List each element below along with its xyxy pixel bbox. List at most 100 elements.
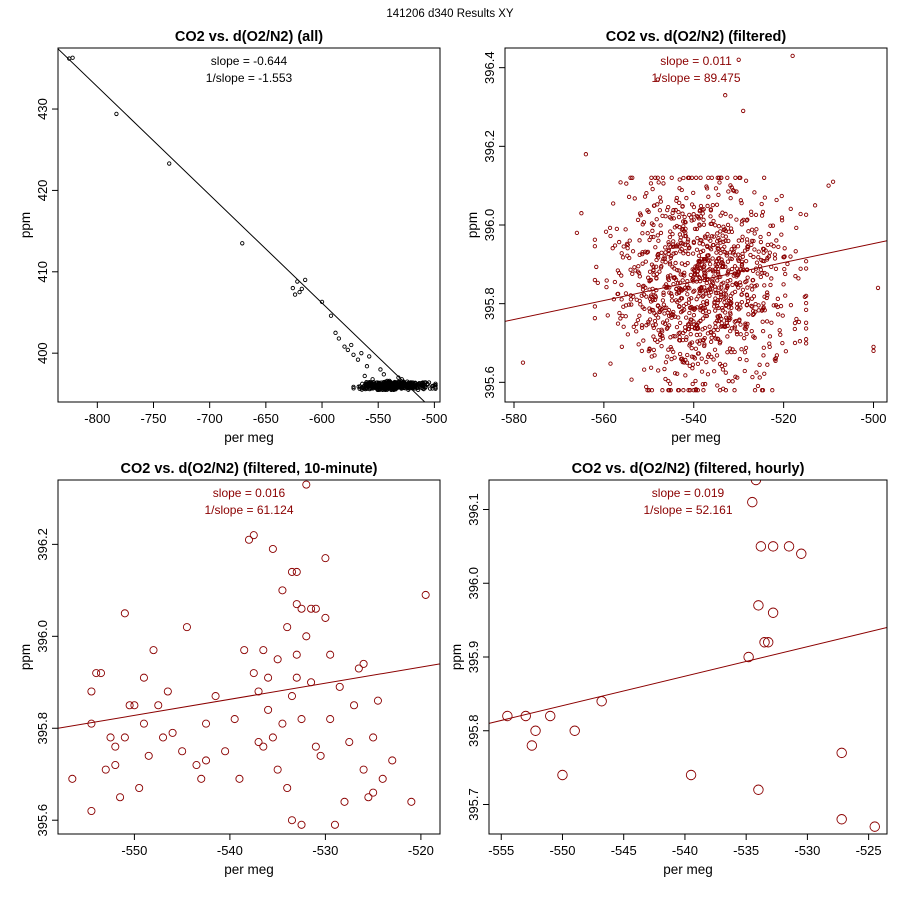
data-point (771, 303, 776, 308)
data-point (729, 349, 734, 355)
data-point (116, 793, 125, 802)
data-point (713, 324, 718, 330)
data-point (689, 218, 694, 223)
y-tick-label: 395.8 (482, 287, 497, 320)
data-point (668, 291, 674, 296)
data-point (690, 251, 696, 256)
data-point (647, 269, 653, 274)
data-point (688, 341, 693, 346)
x-tick-label: -540 (217, 843, 243, 858)
data-point (703, 291, 709, 296)
data-point (797, 339, 803, 344)
data-point (302, 480, 311, 489)
data-point (728, 256, 733, 261)
data-point (666, 388, 671, 393)
data-point (696, 294, 701, 299)
data-point (681, 330, 686, 336)
data-point (655, 303, 661, 308)
data-point (682, 214, 687, 220)
data-point (264, 705, 273, 714)
data-point (744, 237, 750, 242)
data-point (742, 350, 748, 355)
data-point (661, 302, 666, 307)
data-point (677, 338, 683, 343)
slope-label: slope = -0.644 (211, 54, 288, 68)
data-point (728, 183, 733, 188)
data-point (684, 335, 689, 340)
data-point (656, 255, 661, 260)
data-point (687, 212, 692, 218)
data-point (664, 305, 669, 310)
data-point (651, 347, 656, 353)
data-point (632, 265, 637, 270)
data-point (639, 325, 645, 330)
data-point (713, 223, 718, 228)
data-point (707, 324, 712, 329)
inverse-slope-label: 1/slope = -1.553 (206, 71, 293, 85)
data-point (630, 249, 636, 254)
data-point (735, 244, 741, 249)
data-point (754, 283, 759, 288)
x-tick-label: -530 (794, 843, 820, 858)
data-point (792, 320, 798, 326)
data-point (718, 250, 723, 256)
y-tick-label: 410 (35, 261, 50, 283)
data-point (758, 267, 763, 272)
data-point (299, 286, 304, 292)
x-tick-label: -525 (856, 843, 882, 858)
data-point (765, 362, 770, 367)
data-point (737, 280, 743, 285)
data-point (671, 251, 676, 256)
data-point (775, 296, 780, 301)
data-point (643, 259, 648, 264)
data-point (785, 261, 790, 267)
data-point (691, 240, 697, 245)
data-point (698, 308, 703, 313)
data-point (725, 278, 730, 284)
data-point (722, 296, 727, 301)
data-point (359, 387, 365, 392)
data-point (681, 251, 686, 256)
data-point (648, 365, 654, 370)
data-point (662, 366, 667, 372)
data-point (651, 234, 656, 240)
data-point (663, 250, 668, 255)
data-point (292, 292, 298, 297)
data-point (672, 275, 677, 280)
data-point (700, 305, 706, 310)
data-point (703, 381, 708, 387)
data-point (803, 307, 809, 312)
data-point (716, 224, 722, 229)
data-point (739, 347, 744, 352)
data-point (760, 319, 765, 324)
data-point (660, 259, 665, 264)
data-point (752, 190, 757, 195)
data-point (354, 664, 363, 673)
data-point (611, 297, 617, 302)
data-point (658, 199, 663, 204)
data-point (656, 368, 661, 373)
data-point (665, 354, 670, 359)
data-point (755, 271, 760, 276)
data-point (427, 386, 433, 391)
data-point (87, 806, 96, 816)
data-point (803, 320, 809, 325)
data-point (693, 346, 699, 351)
data-point (733, 253, 738, 258)
data-point (726, 268, 731, 273)
data-point (732, 324, 738, 329)
data-point (640, 261, 645, 266)
y-tick-label: 396.2 (35, 528, 50, 561)
data-point (717, 297, 723, 303)
data-point (682, 270, 687, 275)
data-point (750, 278, 755, 283)
data-point (701, 265, 706, 270)
data-point (623, 227, 628, 232)
data-point (701, 207, 706, 212)
data-point (701, 222, 707, 227)
data-point (359, 659, 368, 668)
data-point (778, 332, 783, 337)
data-point (803, 212, 809, 217)
data-point (684, 301, 689, 307)
data-point (749, 242, 754, 247)
